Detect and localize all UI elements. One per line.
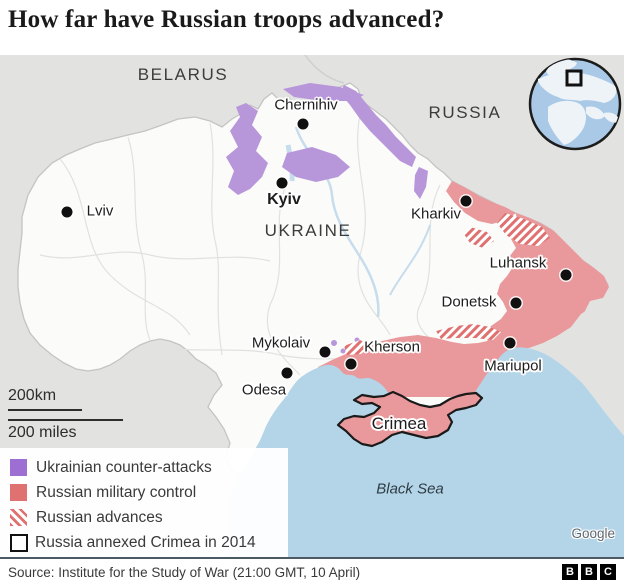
city-label-lviv: Lviv — [86, 202, 114, 220]
russia-se-land — [568, 293, 624, 439]
globe-locator-square — [565, 69, 583, 87]
legend-label: Russian advances — [36, 508, 163, 526]
russian-advance-areas — [344, 213, 550, 355]
country-label-belarus: BELARUS — [137, 65, 229, 84]
city-dot-donetsk — [510, 297, 522, 309]
red-swatch — [10, 484, 27, 501]
city-label-mariupol: Mariupol — [484, 357, 542, 375]
city-dot-chernihiv — [297, 118, 309, 130]
legend-row-advances: Russian advances — [10, 505, 288, 530]
city-label-mykolaiv: Mykolaiv — [251, 334, 311, 352]
city-label-kherson: Kherson — [364, 338, 420, 356]
legend-row-crimea: Russia annexed Crimea in 2014 — [10, 530, 288, 555]
city-label-odesa: Odesa — [241, 381, 287, 399]
legend-row-military-control: Russian military control — [10, 480, 288, 505]
scale-km-label: 200km — [8, 387, 57, 404]
bbc-logo-block: B — [581, 564, 597, 580]
city-label-kharkiv: Kharkiv — [410, 205, 462, 223]
country-label-russia: RUSSIA — [428, 103, 502, 122]
hatch-swatch — [10, 509, 27, 526]
counter-attack-areas — [226, 83, 428, 354]
purple-swatch — [10, 459, 27, 476]
google-attribution[interactable]: Google — [571, 526, 615, 541]
city-label-kyiv: Kyiv — [267, 191, 301, 208]
source-text: Source: Institute for the Study of War (… — [8, 564, 361, 580]
legend-label: Ukrainian counter-attacks — [36, 458, 212, 476]
city-label-luhansk: Luhansk — [489, 254, 547, 272]
city-dot-mykolaiv — [319, 346, 331, 358]
scale-km-line — [8, 409, 82, 411]
footer: Source: Institute for the Study of War (… — [0, 557, 624, 585]
city-dot-kyiv — [276, 177, 288, 189]
map-canvas: BELARUS RUSSIA UKRAINE Crimea Black Sea Cher… — [0, 55, 624, 557]
city-dot-kharkiv — [460, 195, 472, 207]
legend-label: Russian military control — [36, 483, 197, 501]
crimea-shape — [336, 390, 484, 448]
black-sea-shape — [228, 347, 624, 557]
outline-swatch — [10, 533, 28, 552]
region-label-crimea: Crimea — [371, 414, 427, 433]
city-dot-mariupol — [504, 337, 516, 349]
globe-inset — [528, 57, 622, 151]
city-label-donetsk: Donetsk — [441, 293, 497, 311]
scale-bar: 200km 200 miles — [8, 387, 123, 442]
bbc-logo-block: C — [600, 564, 616, 580]
city-dot-lviv — [61, 206, 73, 218]
scale-miles-label: 200 miles — [8, 424, 77, 441]
water-label-black-sea: Black Sea — [376, 480, 444, 498]
legend: Ukrainian counter-attacks Russian milita… — [0, 448, 288, 557]
country-label-ukraine: UKRAINE — [264, 221, 352, 240]
legend-label: Russia annexed Crimea in 2014 — [35, 533, 256, 551]
scale-miles-line — [8, 419, 123, 421]
city-label-chernihiv: Chernihiv — [274, 96, 338, 114]
legend-row-counter-attacks: Ukrainian counter-attacks — [10, 455, 288, 480]
bbc-logo-block: B — [562, 564, 578, 580]
header: How far have Russian troops advanced? — [0, 0, 624, 55]
city-dot-odesa — [281, 367, 293, 379]
city-dot-luhansk — [560, 269, 572, 281]
page-title: How far have Russian troops advanced? — [8, 6, 445, 33]
city-dot-kherson — [345, 358, 357, 370]
